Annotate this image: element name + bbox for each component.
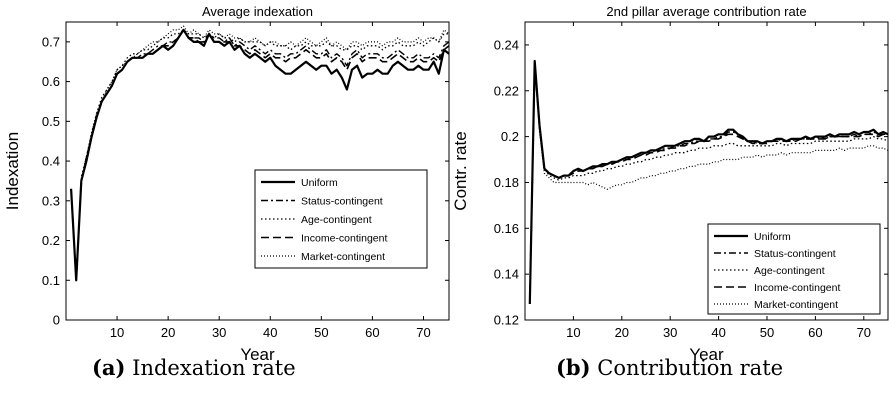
y-tick-label: 0.18 (494, 175, 519, 190)
series-line-market-contingent (70, 25, 449, 281)
x-tick-label: 60 (808, 325, 822, 340)
legend: Uniform Status-contingent Age-contingent In… (254, 169, 428, 269)
y-tick-label: 0.5 (42, 114, 60, 129)
caption-b-text: Contribution rate (597, 356, 784, 380)
x-tick-label: 50 (760, 325, 774, 340)
series-line-status-contingent (70, 29, 449, 281)
caption-a-label: (a) (92, 355, 126, 380)
y-tick-label: 0.16 (494, 221, 519, 236)
chart-title: 2nd pillar average contribution rate (606, 4, 806, 19)
x-tick-label: 50 (314, 325, 328, 340)
legend-label: Market-contingent (301, 251, 385, 263)
series-group (528, 59, 888, 305)
y-tick-label: 0.3 (42, 193, 60, 208)
x-tick-label: 60 (365, 325, 379, 340)
y-tick-label: 0.4 (42, 154, 60, 169)
y-tick-label: 0 (53, 313, 60, 328)
x-tick-label: 30 (663, 325, 677, 340)
legend-box (254, 169, 428, 269)
legend-label: Income-contingent (301, 233, 387, 245)
series-group (70, 25, 449, 282)
x-tick-label: 20 (615, 325, 629, 340)
chart-a: Average indexation 10 20 30 40 50 60 70 0 0.1 0.2 0… (3, 4, 450, 364)
y-tick-label: 0.2 (42, 233, 60, 248)
x-tick-label: 40 (711, 325, 725, 340)
legend-label: Status-contingent (301, 196, 383, 208)
y-axis-label: Contr. rate (451, 131, 470, 210)
x-tick-label: 10 (110, 325, 124, 340)
plot-frame (65, 21, 450, 321)
plot-frame (524, 21, 889, 321)
y-tick-label: 0.7 (42, 34, 60, 49)
legend-label: Age-contingent (754, 265, 825, 277)
x-tick-label: 20 (161, 325, 175, 340)
y-tick-label: 0.6 (42, 74, 60, 89)
x-tick-label: 70 (857, 325, 871, 340)
x-tick-label: 30 (212, 325, 226, 340)
caption-b-label: (b) (556, 355, 591, 380)
x-tick-label: 70 (416, 325, 430, 340)
x-axis-label: Year (689, 345, 724, 364)
legend: Uniform Status-contingent Age-contingent In… (707, 223, 881, 315)
y-tick-label: 0.22 (494, 83, 519, 98)
y-tick-label: 0.24 (494, 37, 519, 52)
caption-b: (b) Contribution rate (556, 355, 783, 380)
legend-label: Uniform (301, 177, 338, 189)
legend-label: Market-contingent (754, 299, 838, 311)
y-axis-label: Indexation (3, 132, 22, 210)
x-tick-label: 10 (566, 325, 580, 340)
series-line-age-contingent (70, 29, 449, 281)
y-tick-label: 0.12 (494, 313, 519, 328)
y-tick-label: 0.2 (501, 129, 519, 144)
chart-b: 2nd pillar average contribution rate 10 20… (451, 4, 889, 364)
x-tick-label: 40 (263, 325, 277, 340)
chart-title: Average indexation (202, 4, 313, 19)
legend-label: Age-contingent (301, 214, 372, 226)
legend-label: Status-contingent (754, 248, 836, 260)
legend-label: Income-contingent (754, 282, 840, 294)
legend-box (707, 223, 881, 315)
x-axis-label: Year (240, 345, 275, 364)
legend-label: Uniform (754, 231, 791, 243)
series-line-income-contingent (529, 62, 888, 305)
series-line-income-contingent (70, 29, 449, 282)
y-tick-label: 0.1 (42, 273, 60, 288)
caption-a-text: Indexation rate (132, 356, 296, 380)
y-tick-label: 0.14 (494, 267, 519, 282)
caption-a: (a) Indexation rate (92, 355, 296, 380)
